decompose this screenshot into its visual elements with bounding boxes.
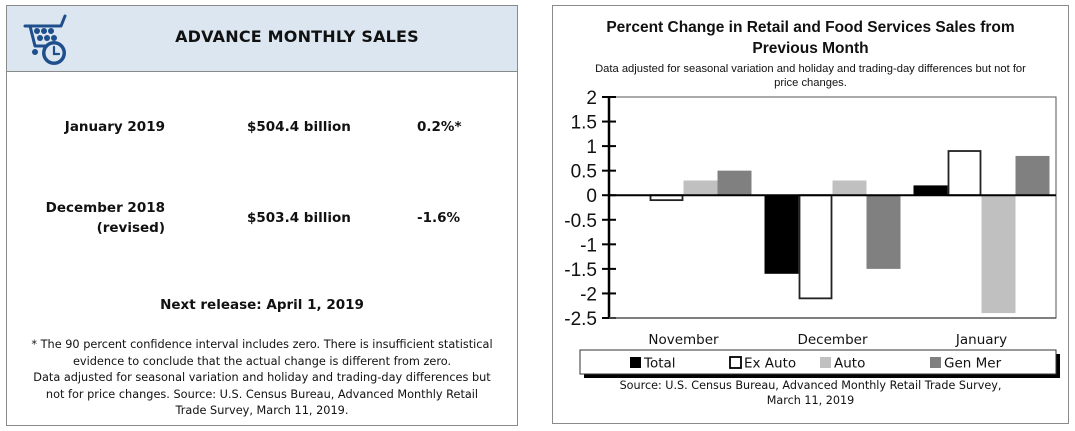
row-period: January 2019 (65, 117, 165, 137)
chart-subtitle-line: price changes. (774, 77, 847, 89)
bar-gen-mer-january (1015, 155, 1050, 196)
chart-subtitle-line: Data adjusted for seasonal variation and… (595, 63, 1026, 75)
row-period-line1: January 2019 (64, 119, 165, 135)
row-amount: $504.4 billion (247, 119, 351, 135)
legend-box (579, 349, 1057, 375)
bar-total-december (764, 195, 799, 274)
chart-title: Percent Change in Retail and Food Servic… (553, 17, 1068, 59)
panel-header: ADVANCE MONTHLY SALES (7, 6, 517, 72)
row-period: December 2018 (revised) (46, 198, 165, 238)
chart-source-line: Source: U.S. Census Bureau, Advanced Mon… (619, 379, 1002, 392)
footnote-line: * The 90 percent confidence interval inc… (31, 338, 493, 351)
y-tick-label: 0.5 (571, 162, 597, 183)
row-period-line1: December 2018 (45, 200, 165, 216)
footnote-line: Data adjusted for seasonal variation and… (33, 371, 491, 385)
legend-label-ex-auto: Ex Auto (744, 356, 796, 372)
chart-title-line: Percent Change in Retail and Food Servic… (606, 19, 1015, 36)
chart-title-line: Previous Month (752, 40, 869, 57)
shopping-cart-clock-icon (23, 14, 67, 65)
legend-swatch-ex-auto (729, 356, 742, 369)
footnote-line: not for price changes. Source: U.S. Cens… (45, 387, 479, 401)
footnote: * The 90 percent confidence interval inc… (15, 337, 509, 420)
bar-gen-mer-december (866, 195, 901, 269)
y-tick-label: -2 (580, 284, 597, 305)
footnote-line: Trade Survey, March 11, 2019. (175, 404, 349, 418)
y-tick-label: 1.5 (571, 113, 597, 134)
bar-auto-january (981, 195, 1016, 314)
y-tick-label: 0 (586, 186, 597, 207)
y-tick-label: -2.5 (564, 309, 597, 330)
chart-source-line: March 11, 2019 (766, 394, 855, 407)
row-percent-change: -1.6% (417, 210, 461, 226)
y-tick-label: -1 (580, 235, 597, 256)
y-tick-label: -0.5 (564, 211, 597, 232)
legend-label-gen-mer: Gen Mer (944, 356, 1002, 372)
legend-label-total: Total (643, 356, 676, 372)
bar-ex-auto-january (947, 150, 982, 197)
y-tick-label: 1 (586, 137, 597, 158)
bar-auto-november (683, 180, 718, 196)
next-release-date: Next release: April 1, 2019 (160, 297, 364, 313)
panel-title: ADVANCE MONTHLY SALES (175, 27, 419, 46)
row-amount: $503.4 billion (247, 210, 351, 226)
legend-label-auto: Auto (834, 356, 865, 372)
footnote-line: evidence to conclude that the actual cha… (72, 354, 452, 368)
x-tick-label: January (955, 332, 1007, 348)
legend-swatch-gen-mer (930, 357, 941, 368)
bar-ex-auto-december (798, 194, 833, 300)
y-tick-label: -1.5 (564, 260, 597, 281)
bar-chart: 2 1.5 1 0.5 0 -0.5 -1 -1.5 -2 -2.5 November Decembe… (564, 88, 1060, 378)
chart-panel: Percent Change in Retail and Food Servic… (552, 5, 1069, 424)
row-percent-change: 0.2%* (417, 119, 462, 135)
y-tick-label: 2 (586, 88, 597, 109)
chart-source: Source: U.S. Census Bureau, Advanced Mon… (553, 378, 1068, 408)
row-period-line2: (revised) (96, 220, 165, 236)
x-tick-label: December (797, 332, 867, 348)
legend-swatch-total (630, 357, 641, 368)
bar-auto-december (832, 180, 867, 196)
legend-swatch-auto (820, 357, 831, 368)
bar-gen-mer-november (717, 170, 752, 196)
chart-subtitle: Data adjusted for seasonal variation and… (553, 62, 1068, 90)
x-tick-label: November (648, 332, 719, 348)
bar-total-january (913, 185, 948, 196)
advance-monthly-sales-panel: ADVANCE MONTHLY SALES January 2019 $504.… (6, 5, 518, 426)
